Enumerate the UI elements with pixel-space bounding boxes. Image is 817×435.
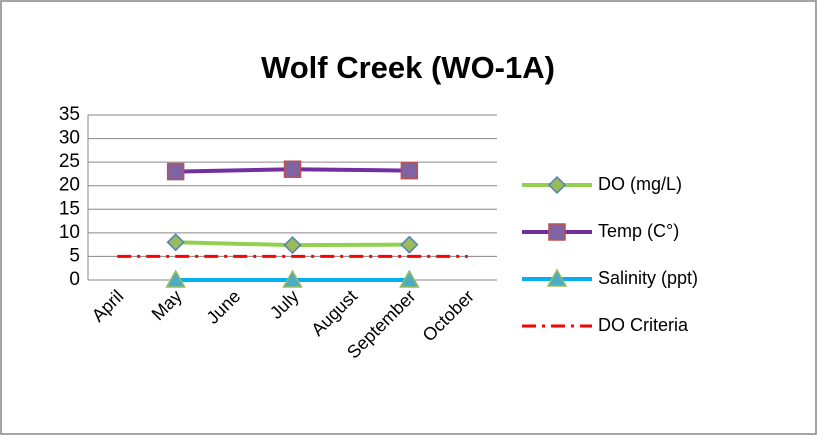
y-tick-label: 10 xyxy=(59,222,80,243)
y-tick-label: 0 xyxy=(69,269,80,290)
marker xyxy=(399,269,420,288)
y-tick-label: 15 xyxy=(59,198,80,219)
marker xyxy=(283,236,302,255)
chart-title: Wolf Creek (WO-1A) xyxy=(261,50,555,85)
marker xyxy=(400,161,419,180)
y-tick-label: 30 xyxy=(59,128,80,149)
legend-label: Temp (C°) xyxy=(598,221,679,241)
marker xyxy=(400,235,419,254)
legend-label: DO (mg/L) xyxy=(598,174,682,194)
y-tick-label: 35 xyxy=(59,104,80,125)
marker xyxy=(547,175,567,195)
y-tick-label: 25 xyxy=(59,151,80,172)
y-tick-label: 20 xyxy=(59,175,80,196)
marker xyxy=(546,268,568,287)
marker xyxy=(282,269,303,288)
marker xyxy=(166,162,185,181)
marker xyxy=(548,223,566,241)
marker xyxy=(165,269,186,288)
y-tick-label: 5 xyxy=(69,245,80,266)
legend-label: DO Criteria xyxy=(598,315,689,335)
legend-label: Salinity (ppt) xyxy=(598,268,698,288)
marker xyxy=(283,160,302,178)
marker xyxy=(166,233,185,252)
